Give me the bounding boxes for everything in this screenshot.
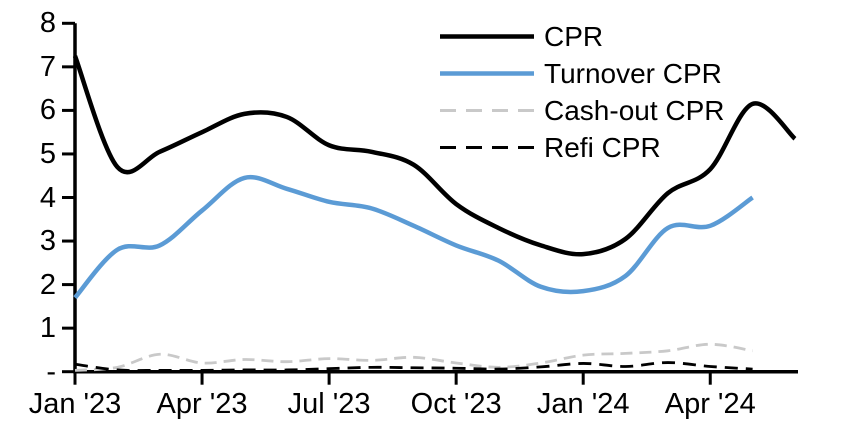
- y-tick-label: 2: [39, 268, 56, 301]
- legend-item-refi-cpr: Refi CPR: [437, 129, 725, 166]
- y-tick-label: 6: [39, 94, 56, 127]
- series-line-cash-out-cpr: [74, 342, 753, 372]
- turnover-cpr-line-sample-icon: [440, 71, 534, 76]
- chart-legend: CPR Turnover CPR Cash-out CPR Refi CPR: [437, 18, 725, 166]
- series-line-turnover-cpr: [73, 174, 754, 300]
- y-tick-label: 4: [39, 181, 56, 214]
- series-line-cpr: [72, 55, 797, 257]
- y-tick-label: 1: [39, 312, 56, 345]
- legend-label-refi-cpr: Refi CPR: [544, 131, 661, 163]
- x-tick-label: Jul '23: [287, 388, 371, 420]
- cpr-line-sample-icon: [440, 34, 534, 39]
- x-tick-label: Jan '24: [536, 388, 630, 420]
- x-tick-label: Apr '23: [156, 388, 248, 420]
- y-tick-label: -: [46, 355, 56, 388]
- legend-item-turnover-cpr: Turnover CPR: [437, 55, 725, 92]
- x-tick-label: Oct '23: [410, 388, 502, 420]
- legend-item-cashout-cpr: Cash-out CPR: [437, 92, 725, 129]
- legend-label-turnover-cpr: Turnover CPR: [544, 57, 722, 89]
- y-tick-label: 8: [39, 7, 56, 40]
- legend-label-cpr: CPR: [544, 20, 604, 52]
- refi-cpr-line-sample-icon: [440, 146, 534, 149]
- x-tick-label: Jan '23: [28, 388, 122, 420]
- x-tick-label: Apr '24: [664, 388, 756, 420]
- series-line-refi-cpr: [74, 361, 753, 372]
- legend-item-cpr: CPR: [437, 18, 725, 55]
- legend-label-cashout-cpr: Cash-out CPR: [544, 94, 725, 126]
- y-tick-label: 3: [39, 225, 56, 258]
- y-tick-label: 7: [39, 50, 56, 83]
- y-tick-label: 5: [39, 137, 56, 170]
- cashout-cpr-line-sample-icon: [440, 109, 534, 112]
